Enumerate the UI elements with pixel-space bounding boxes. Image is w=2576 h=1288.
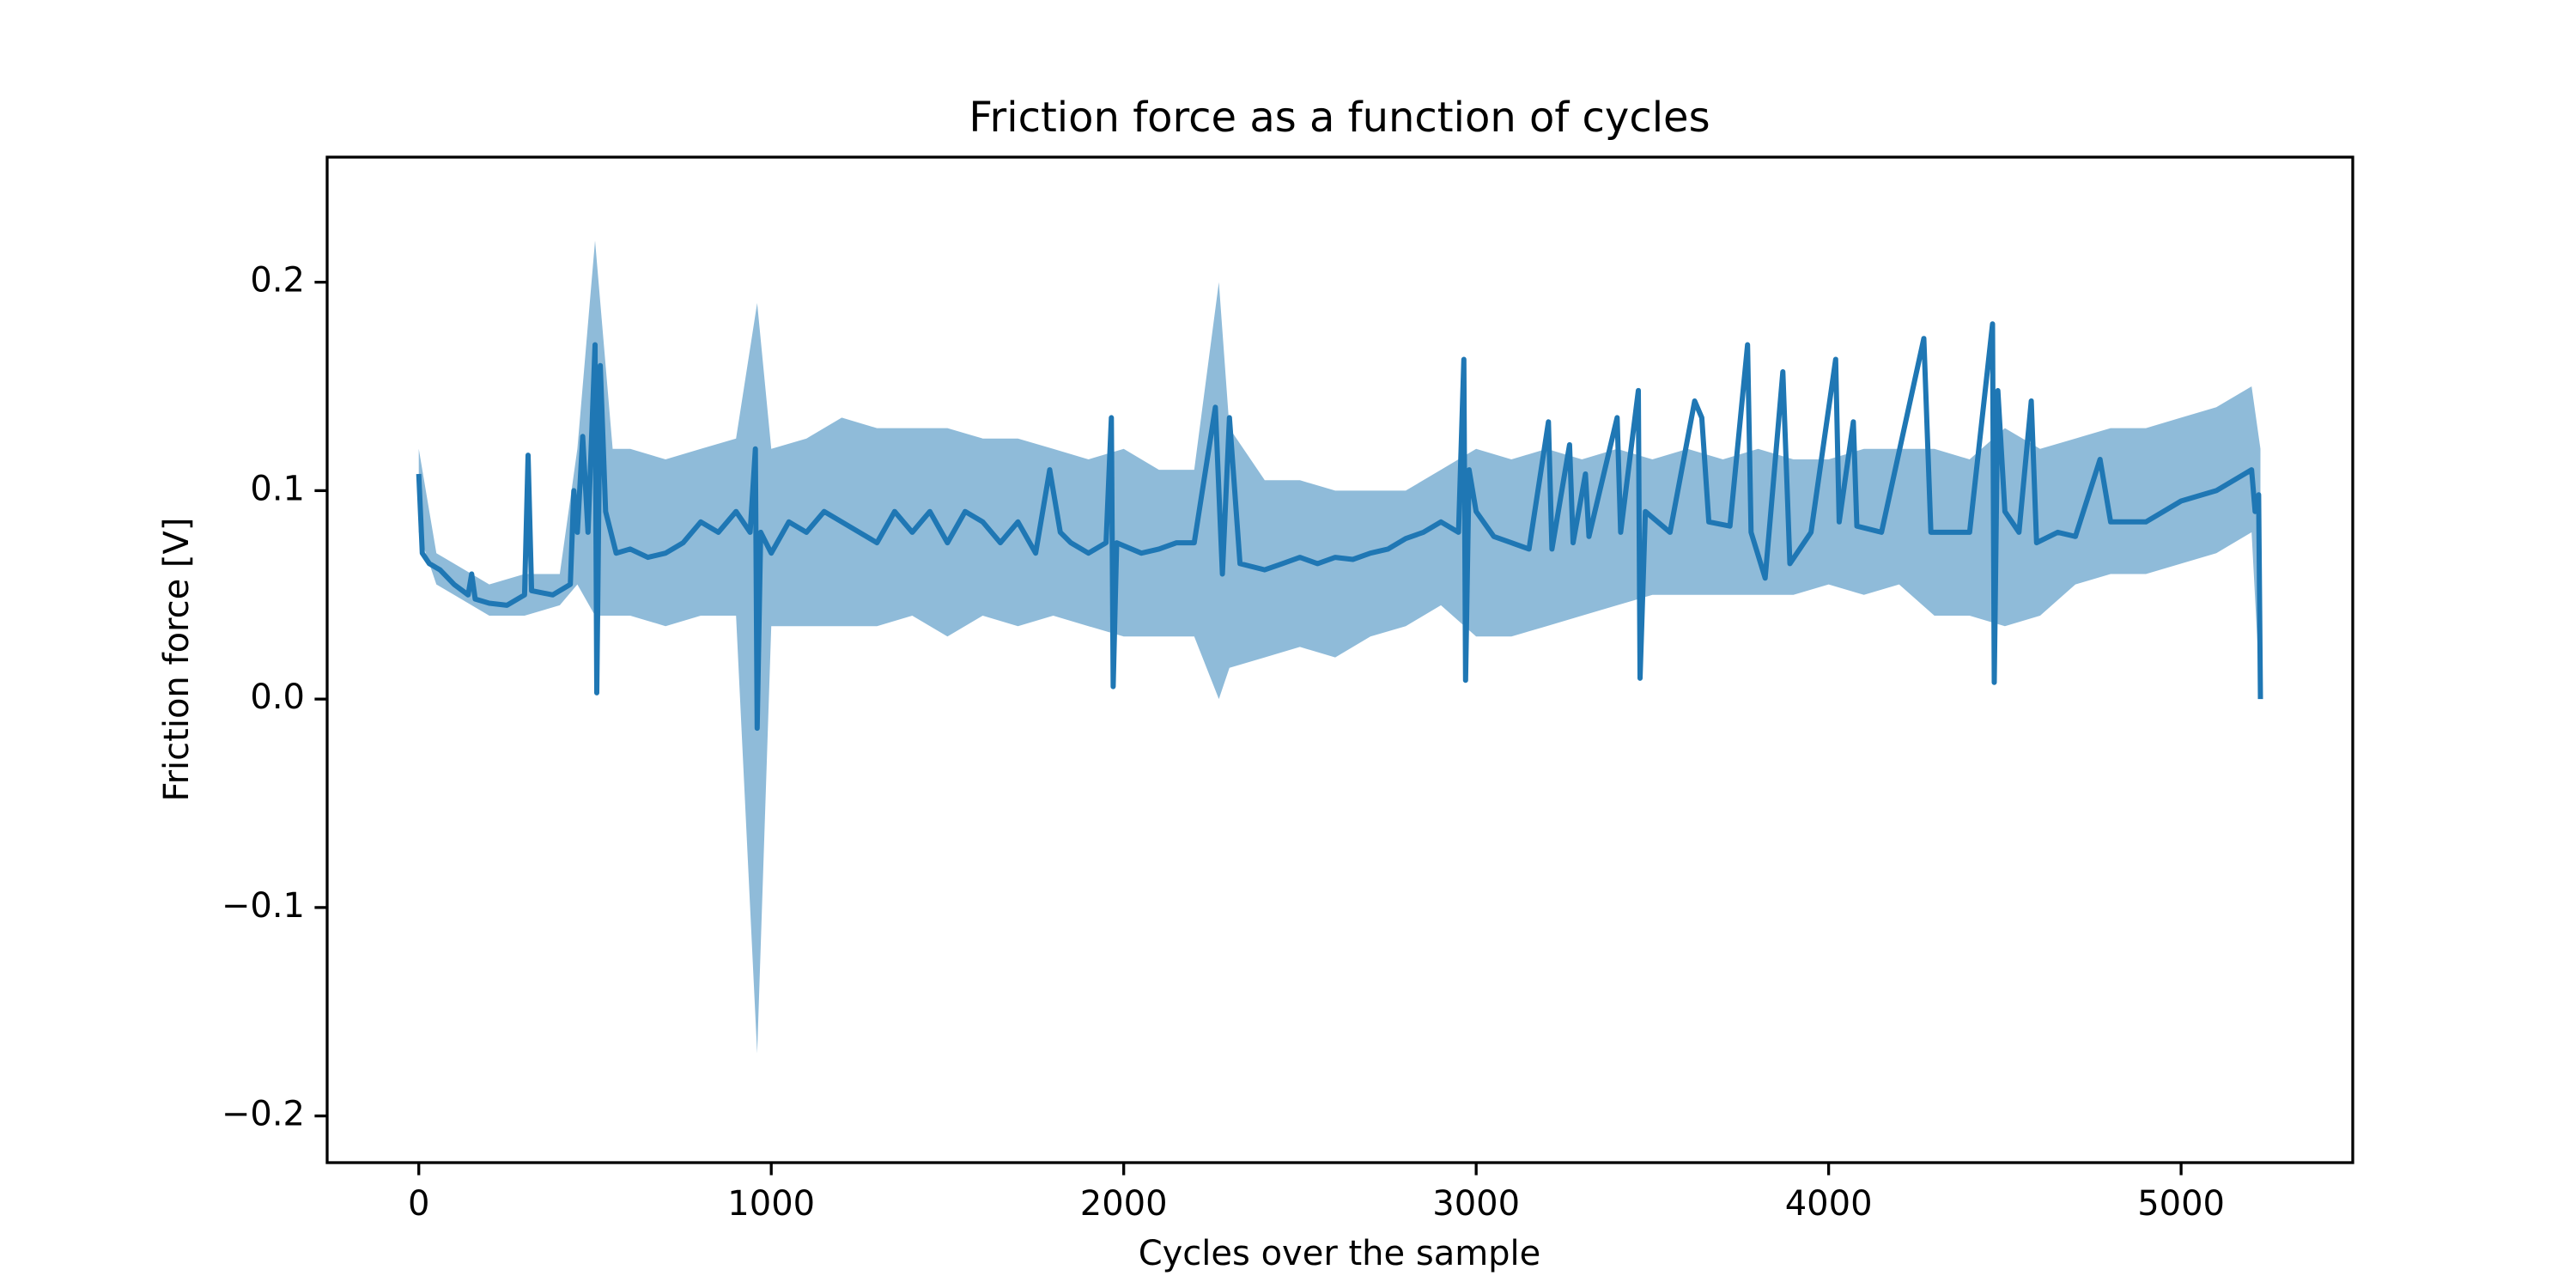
chart-title: Friction force as a function of cycles bbox=[969, 94, 1710, 142]
y-tick-label: −0.1 bbox=[222, 886, 305, 926]
x-tick-label: 2000 bbox=[1080, 1184, 1168, 1224]
line bbox=[416, 321, 2263, 732]
x-tick-label: 3000 bbox=[1432, 1184, 1520, 1224]
x-tick-label: 4000 bbox=[1785, 1184, 1873, 1224]
x-tick-label: 5000 bbox=[2137, 1184, 2225, 1224]
y-tick-label: 0.2 bbox=[250, 261, 305, 301]
y-axis-label: Friction force [V] bbox=[157, 518, 197, 802]
y-tick-label: 0.0 bbox=[250, 677, 305, 717]
y-tick-label: 0.1 bbox=[250, 469, 305, 508]
plot-frame bbox=[325, 155, 2354, 1164]
y-tick-label: −0.2 bbox=[222, 1095, 305, 1134]
x-tick-label: 0 bbox=[408, 1184, 429, 1224]
x-axis-label: Cycles over the sample bbox=[1139, 1234, 1541, 1273]
error-band bbox=[418, 240, 2261, 1054]
x-tick-label: 1000 bbox=[727, 1184, 815, 1224]
